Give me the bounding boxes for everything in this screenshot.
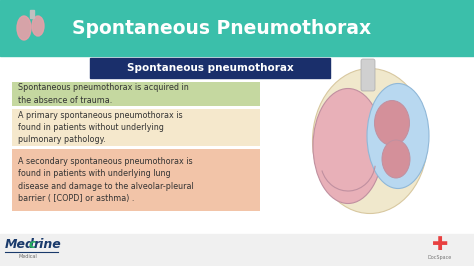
- Ellipse shape: [367, 84, 429, 189]
- Ellipse shape: [374, 101, 410, 146]
- Ellipse shape: [17, 16, 31, 40]
- FancyBboxPatch shape: [12, 82, 260, 106]
- Bar: [30, 10, 34, 18]
- Bar: [0, 0, 474, 56]
- FancyBboxPatch shape: [12, 149, 260, 211]
- Text: Medical: Medical: [18, 253, 37, 259]
- Ellipse shape: [313, 89, 383, 203]
- Ellipse shape: [312, 69, 428, 214]
- Bar: [0, 234, 474, 266]
- Text: rine: rine: [34, 238, 62, 251]
- Ellipse shape: [32, 16, 44, 36]
- FancyBboxPatch shape: [361, 59, 375, 91]
- Text: A secondary spontaneous pneumothorax is
found in patients with underlying lung
d: A secondary spontaneous pneumothorax is …: [18, 157, 194, 203]
- Bar: [90, 58, 330, 78]
- Ellipse shape: [382, 140, 410, 178]
- FancyBboxPatch shape: [12, 109, 260, 146]
- Bar: [0, 56, 474, 266]
- Text: Med: Med: [5, 238, 35, 251]
- Text: DocSpace: DocSpace: [428, 255, 452, 260]
- Text: ✚: ✚: [432, 235, 448, 253]
- Text: Spontaneous pneumothorax is acquired in
the absence of trauma.: Spontaneous pneumothorax is acquired in …: [18, 83, 189, 105]
- Text: A primary spontaneous pneumothorax is
found in patients without underlying
pulmo: A primary spontaneous pneumothorax is fo…: [18, 110, 182, 144]
- Text: Spontaneous pneumothorax: Spontaneous pneumothorax: [127, 63, 293, 73]
- Text: Spontaneous Pneumothorax: Spontaneous Pneumothorax: [72, 19, 371, 38]
- Text: c: c: [29, 238, 36, 251]
